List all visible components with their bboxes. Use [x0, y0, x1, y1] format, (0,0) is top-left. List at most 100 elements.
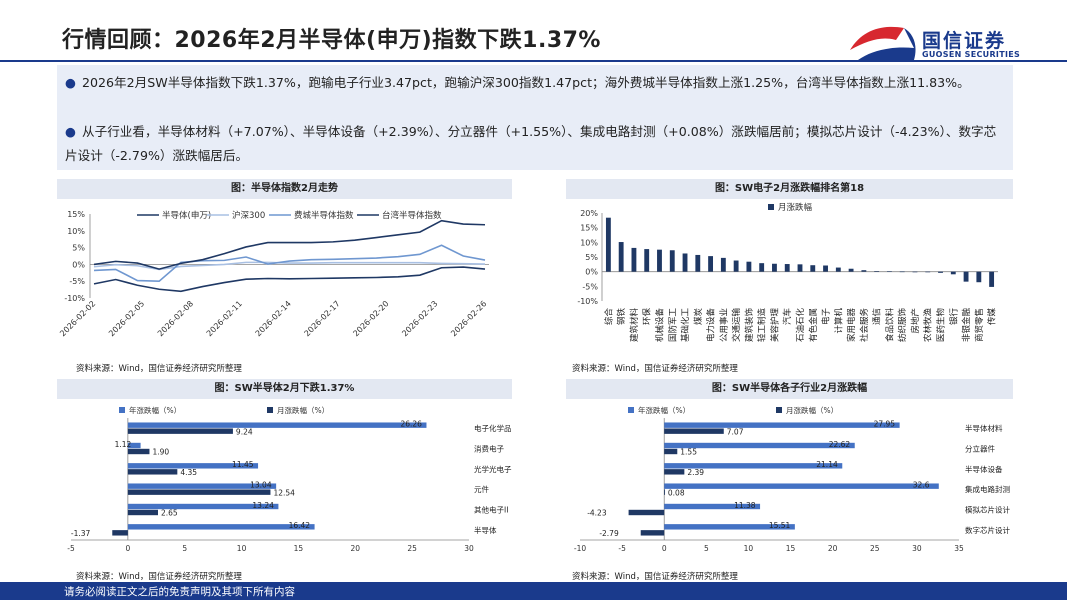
x-tick-label: 银行 — [948, 308, 959, 326]
summary-text-1: 2026年2月SW半导体指数下跌1.37%，跑输电子行业3.47pct，跑输沪深… — [82, 75, 970, 90]
y-tick-label: 5% — [585, 253, 598, 262]
legend-swatch — [768, 204, 774, 210]
x-tick-label: 社会服务 — [859, 308, 870, 343]
y-tick-label: -10% — [577, 297, 598, 306]
bar — [861, 270, 867, 272]
category-label: 光学光电子 — [474, 464, 512, 474]
bar — [899, 271, 905, 273]
legend-label: 月涨跌幅（%） — [277, 405, 329, 415]
x-tick-label: -10 — [574, 544, 586, 553]
data-label-month: 2.39 — [687, 468, 704, 477]
x-tick-label: 综合 — [603, 308, 614, 326]
bullet-dot: ● — [65, 75, 76, 90]
y-tick-label: 10% — [67, 227, 85, 236]
legend-label: 半导体(申万) — [162, 210, 211, 221]
legend-label: 费城半导体指数 — [294, 210, 354, 221]
data-label-year: 22.62 — [829, 440, 851, 449]
bar-year — [664, 483, 939, 489]
legend-swatch — [267, 407, 273, 413]
data-label-month: -1.37 — [71, 529, 91, 538]
bar — [912, 271, 918, 273]
category-label: 数字芯片设计 — [965, 525, 1010, 535]
bar-month — [127, 489, 271, 495]
x-tick-label: 10 — [237, 544, 247, 553]
x-tick-label: 医药生物 — [936, 308, 947, 343]
x-tick-label: 5 — [704, 544, 709, 553]
x-tick-label: 2026-02-11 — [205, 299, 244, 338]
x-tick-label: 纺织服饰 — [897, 308, 908, 343]
bar — [989, 271, 995, 287]
data-label-year: 1.12 — [115, 440, 132, 449]
bar-year — [127, 524, 315, 530]
bar — [886, 271, 892, 272]
bar — [669, 250, 675, 272]
footer-disclaimer: 请务必阅读正文之后的免责声明及其项下所有内容 — [64, 586, 295, 598]
bar — [720, 257, 726, 272]
bar-month — [127, 509, 158, 516]
bar — [874, 271, 880, 272]
x-tick-label: 电力设备 — [706, 308, 717, 343]
bar — [810, 265, 816, 272]
x-tick-label: 2026-02-05 — [107, 299, 146, 338]
series-line-3 — [93, 244, 486, 283]
x-tick-label: 2026-02-08 — [156, 299, 195, 338]
chart4-title: 图：SW半导体各子行业2月涨跌幅 — [566, 379, 1013, 399]
bar-month — [664, 428, 724, 434]
bullet-dot: ● — [65, 124, 76, 139]
x-tick-label: 环保 — [642, 308, 653, 326]
summary-text-2: 从子行业看，半导体材料（+7.07%）、半导体设备（+2.39%）、分立器件（+… — [65, 124, 997, 163]
data-label-year: 13.04 — [250, 481, 272, 490]
summary-box: ● 2026年2月SW半导体指数下跌1.37%，跑输电子行业3.47pct，跑输沪… — [57, 65, 1013, 170]
data-label-month: 1.90 — [152, 448, 169, 457]
x-tick-label: 30 — [912, 544, 922, 553]
logo-mark-blue — [858, 28, 916, 60]
category-label: 分立器件 — [965, 444, 995, 454]
x-tick-label: 15 — [786, 544, 796, 553]
chart4-source: 资料来源：Wind，国信证券经济研究所整理 — [572, 572, 738, 582]
x-tick-label: 2026-02-23 — [400, 299, 439, 338]
logo-mark-red — [850, 26, 904, 50]
x-tick-label: 有色金属 — [808, 308, 819, 342]
guosen-logo — [850, 26, 916, 60]
x-tick-label: 20 — [828, 544, 838, 553]
bar — [938, 271, 943, 273]
footer-bar: 请务必阅读正文之后的免责声明及其项下所有内容 — [0, 582, 1067, 600]
bar — [631, 247, 637, 272]
chart3-source: 资料来源：Wind，国信证券经济研究所整理 — [76, 572, 242, 582]
bar — [976, 271, 982, 283]
x-tick-label: 20 — [351, 544, 361, 553]
chart3-title: 图：SW半导体2月下跌1.37% — [57, 379, 512, 399]
bar-month — [112, 530, 128, 536]
x-tick-label: 15 — [294, 544, 304, 553]
data-label-month: -4.23 — [587, 509, 607, 518]
series-line-4 — [93, 219, 486, 270]
legend-label: 月涨跌幅 — [778, 202, 813, 213]
y-tick-label: 5% — [72, 244, 85, 253]
chart2-bar: 20% 15% 10% 5% 0% -5% -10% 综合 钢铁 建筑材料 环保 机械设备 国防军工 基础… — [577, 202, 998, 343]
x-tick-label: 25 — [407, 544, 417, 553]
legend-label: 年涨跌幅（%） — [129, 405, 181, 415]
series-line-2 — [93, 261, 486, 271]
legend-swatch — [119, 407, 125, 413]
legend-label: 月涨跌幅（%） — [786, 405, 838, 415]
category-label: 半导体材料 — [965, 423, 1003, 433]
chart1-line: 15% 10% 5% 0% -5% -10%2026-02-02 2026-02-05 202… — [58, 210, 489, 338]
page-title: 行情回顾：2026年2月半导体(申万)指数下跌1.37% — [62, 28, 601, 53]
data-label-year: 11.45 — [232, 460, 254, 469]
x-tick-label: 2026-02-26 — [449, 299, 488, 338]
data-label-month: 12.54 — [273, 488, 295, 497]
legend-swatch — [776, 407, 782, 413]
data-label-year: 32.6 — [913, 481, 930, 490]
bar-month — [127, 448, 150, 455]
legend-label: 年涨跌幅（%） — [638, 405, 690, 415]
legend-label: 沪深300 — [232, 210, 265, 221]
x-tick-label: 农林牧渔 — [923, 308, 934, 343]
x-tick-label: 2026-02-14 — [254, 299, 293, 338]
x-tick-label: 商贸零售 — [974, 308, 985, 342]
data-label-year: 15.51 — [769, 521, 791, 530]
bar-year — [127, 442, 141, 449]
x-tick-label: 2026-02-02 — [58, 299, 97, 338]
bar — [797, 264, 803, 272]
bar-year — [127, 503, 279, 510]
x-tick-label: 公用事业 — [718, 308, 729, 342]
